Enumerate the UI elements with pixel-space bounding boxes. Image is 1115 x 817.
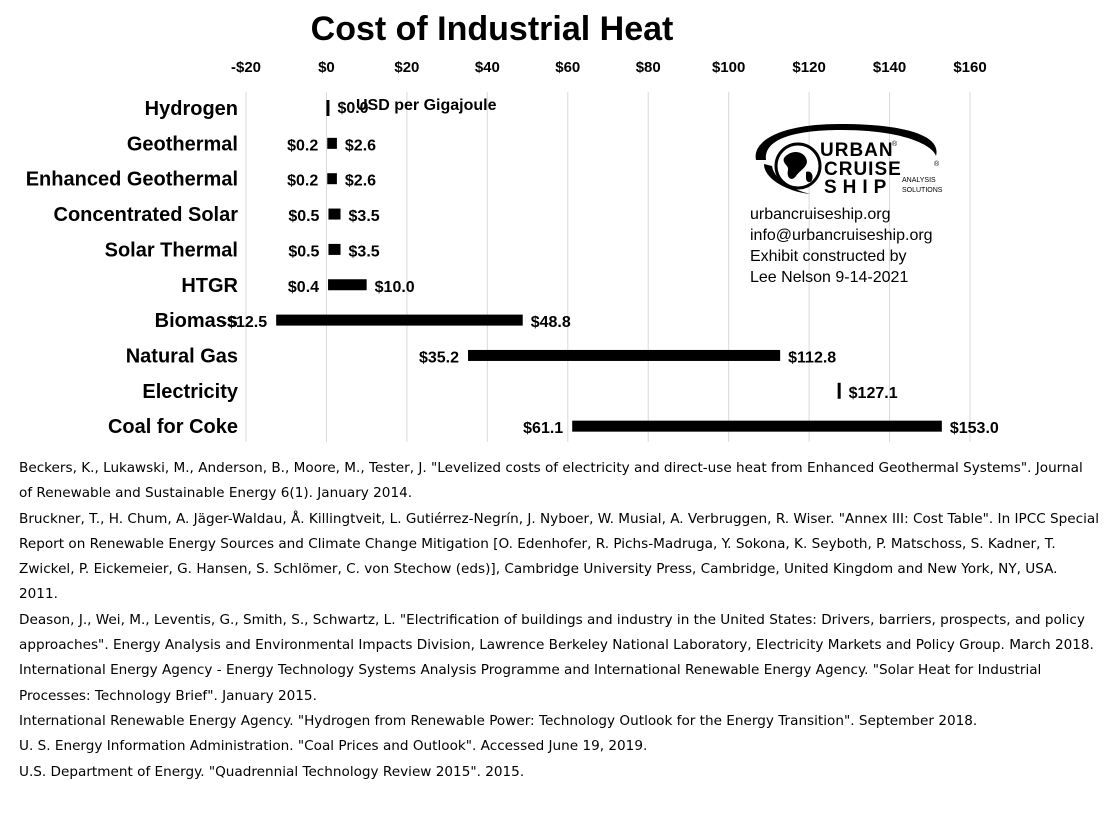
contact-info: urbancruiseship.org info@urbancruiseship… (750, 204, 965, 288)
x-tick-label: $100 (712, 59, 745, 76)
low-value-label: -$12.5 (222, 314, 267, 331)
high-value-label: $2.6 (345, 137, 376, 154)
logo-tagline-solutions: SOLUTIONS (902, 187, 943, 194)
reference-item: International Energy Agency - Energy Tec… (19, 658, 1099, 709)
high-value-label: $153.0 (950, 420, 999, 437)
category-label: Geothermal (127, 133, 238, 155)
range-bar (572, 421, 942, 432)
x-tick-label: $20 (394, 59, 419, 76)
high-value-label: $2.6 (345, 173, 376, 190)
high-value-label: $3.5 (349, 208, 380, 225)
urban-cruise-ship-logo: URBAN CRUISE SHIP ANALYSIS SOLUTIONS ® ® (750, 120, 950, 198)
high-value-label: $10.0 (375, 279, 415, 296)
x-tick-label: $0 (318, 59, 335, 76)
x-tick-label: $60 (555, 59, 580, 76)
x-tick-label: $160 (953, 59, 986, 76)
reference-item: Beckers, K., Lukawski, M., Anderson, B.,… (19, 456, 1099, 507)
x-axis-tick-labels: -$20 $0 $20 $40 $60 $80 $100 $120 $140 $160 (231, 59, 987, 76)
references-list: Beckers, K., Lukawski, M., Anderson, B.,… (19, 456, 1099, 785)
reference-item: U.S. Department of Energy. "Quadrennial … (19, 760, 1099, 785)
reference-item: Deason, J., Wei, M., Leventis, G., Smith… (19, 608, 1099, 659)
urban-cruise-ship-logo-block: URBAN CRUISE SHIP ANALYSIS SOLUTIONS ® ®… (750, 120, 965, 288)
low-value-label: $0.2 (287, 173, 318, 190)
low-value-label: $61.1 (523, 420, 563, 437)
range-bar (276, 315, 523, 326)
high-value-label: $127.1 (849, 385, 898, 402)
range-bar (326, 100, 329, 116)
range-bar (468, 350, 780, 361)
x-tick-label: $140 (873, 59, 906, 76)
category-label: HTGR (181, 275, 238, 297)
range-bar (838, 383, 841, 399)
category-label: Electricity (142, 381, 238, 403)
chart-title: Cost of Industrial Heat (311, 10, 674, 48)
low-value-label: $0.5 (288, 243, 319, 260)
credit-text: Exhibit constructed by (750, 246, 965, 267)
high-value-label: $3.5 (349, 243, 380, 260)
low-value-label: $0.4 (288, 279, 319, 296)
email-text: info@urbancruiseship.org (750, 225, 965, 246)
logo-word-ship: SHIP (824, 177, 892, 198)
category-label: Hydrogen (145, 98, 238, 120)
low-value-label: $35.2 (419, 349, 459, 366)
logo-tagline-analysis: ANALYSIS (902, 177, 936, 184)
range-bar (327, 138, 337, 149)
unit-label: USD per Gigajoule (356, 97, 497, 114)
x-tick-label: $80 (636, 59, 661, 76)
author-date-text: Lee Nelson 9-14-2021 (750, 267, 965, 288)
category-label: Natural Gas (126, 345, 238, 367)
logo-word-urban: URBAN (820, 140, 894, 161)
website-text: urbancruiseship.org (750, 204, 965, 225)
x-tick-label: $120 (792, 59, 825, 76)
low-value-label: $0.5 (288, 208, 319, 225)
reference-item: Bruckner, T., H. Chum, A. Jäger-Waldau, … (19, 507, 1099, 608)
reference-item: International Renewable Energy Agency. "… (19, 709, 1099, 734)
x-tick-label: -$20 (231, 59, 261, 76)
high-value-label: $48.8 (531, 314, 571, 331)
category-label: Solar Thermal (105, 239, 238, 261)
globe-icon (776, 144, 820, 188)
logo-registered-mark: ® (892, 140, 898, 148)
range-bar (328, 209, 340, 220)
low-value-label: $0.2 (287, 137, 318, 154)
logo-registered-mark-2: ® (934, 160, 940, 168)
category-label: Concentrated Solar (54, 204, 239, 226)
range-bar (327, 173, 337, 184)
range-bar (328, 244, 340, 255)
category-labels: Hydrogen Geothermal Enhanced Geothermal Con… (26, 98, 239, 438)
range-bar (328, 279, 367, 290)
reference-item: U. S. Energy Information Administration.… (19, 734, 1099, 759)
category-label: Coal for Coke (108, 416, 238, 438)
high-value-label: $112.8 (788, 349, 836, 366)
category-label: Enhanced Geothermal (26, 169, 238, 191)
x-tick-label: $40 (475, 59, 500, 76)
